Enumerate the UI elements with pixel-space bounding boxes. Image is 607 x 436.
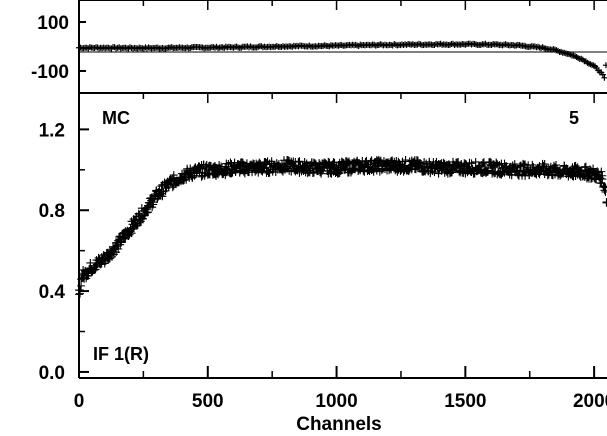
amp-data-point — [79, 265, 88, 274]
annotation-if-label: IF 1(R) — [93, 344, 149, 364]
phase-data-point — [599, 71, 606, 78]
amp-points — [75, 155, 607, 299]
amp-x-tick-label: 500 — [192, 391, 224, 412]
amp-data-point — [335, 169, 344, 178]
amp-y-tick-label: 0.4 — [39, 282, 66, 303]
amp-data-point — [285, 166, 294, 175]
amp-data-point — [215, 160, 224, 169]
amp-data-point — [602, 198, 607, 207]
amp-data-point — [589, 164, 598, 173]
amp-data-point — [158, 192, 167, 201]
amp-data-point — [484, 166, 493, 175]
amp-data-point — [259, 164, 268, 173]
amp-data-point — [77, 281, 86, 290]
phase-ticks: 100 -100 — [31, 0, 595, 83]
amp-data-point — [127, 229, 136, 238]
amp-data-point — [465, 158, 474, 167]
annotation-mc: MC — [102, 108, 130, 128]
amp-data-point — [86, 258, 95, 267]
amp-data-point — [519, 159, 528, 168]
amp-x-tick-label: 2000 — [573, 391, 607, 412]
amp-x-tick-label: 1500 — [444, 391, 486, 412]
amp-data-point — [540, 160, 549, 169]
annotation-panel-number: 5 — [569, 108, 579, 128]
amp-data-point — [105, 254, 114, 263]
amp-data-point — [510, 160, 519, 169]
phase-data-point — [602, 62, 607, 69]
amp-data-point — [96, 260, 105, 269]
amp-data-point — [227, 169, 236, 178]
amplitude-panel: 0.0 0.4 0.8 1.2 0 500 1000 1500 2000 MC 5 IF 1(R… — [39, 93, 607, 435]
amp-data-point — [597, 167, 606, 176]
amp-data-point — [446, 167, 455, 176]
amp-data-point — [578, 172, 587, 181]
amp-data-point — [149, 198, 158, 207]
amp-data-point — [329, 158, 338, 167]
x-axis-title: Channels — [296, 414, 382, 435]
amp-data-point — [489, 167, 498, 176]
amp-data-point — [300, 157, 309, 166]
phase-points — [76, 40, 607, 81]
amp-data-point — [343, 158, 352, 167]
amp-data-point — [203, 169, 212, 178]
amp-data-point — [341, 163, 350, 172]
amp-ticks: 0.0 0.4 0.8 1.2 0 500 1000 1500 2000 — [39, 93, 607, 412]
phase-y-tick-label: -100 — [31, 62, 69, 83]
amp-data-point — [336, 167, 345, 176]
amp-y-tick-label: 0.8 — [39, 201, 65, 222]
phase-y-tick-label: 100 — [37, 13, 69, 34]
amp-data-point — [581, 162, 590, 171]
amp-data-point — [601, 187, 607, 196]
amp-x-tick-label: 0 — [74, 391, 85, 412]
phase-panel: 100 -100 — [31, 0, 607, 93]
amp-data-point — [598, 175, 607, 184]
amp-data-point — [467, 159, 476, 168]
phase-data-point — [601, 74, 607, 81]
amp-data-point — [114, 244, 123, 253]
amp-data-point — [328, 162, 337, 171]
amp-data-point — [478, 159, 487, 168]
amp-data-point — [76, 286, 85, 295]
amp-x-tick-label: 1000 — [315, 391, 357, 412]
amp-y-tick-label: 0.0 — [39, 363, 65, 384]
amp-data-point — [261, 158, 270, 167]
amp-data-point — [188, 173, 197, 182]
amp-data-point — [430, 168, 439, 177]
amp-data-point — [169, 171, 178, 180]
amp-data-point — [493, 160, 502, 169]
amp-data-point — [346, 168, 355, 177]
amp-data-point — [138, 214, 147, 223]
amp-y-tick-label: 1.2 — [39, 120, 65, 141]
